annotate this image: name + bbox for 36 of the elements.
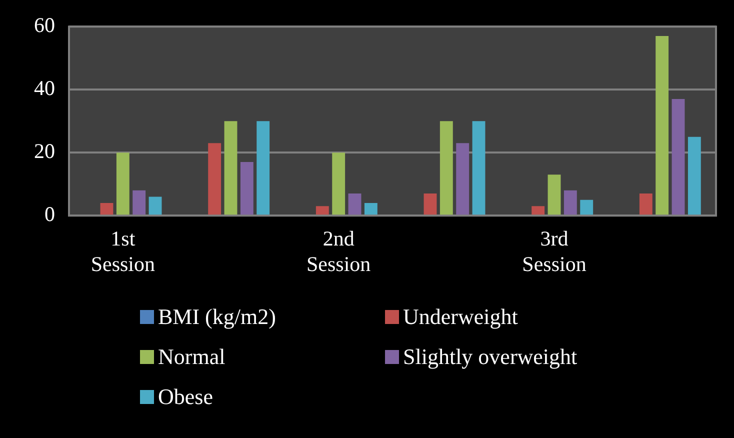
legend-label: BMI (kg/m2) [158, 304, 276, 330]
bar [672, 99, 685, 215]
bar [688, 136, 701, 215]
legend-label: Obese [158, 384, 213, 410]
bar [240, 162, 254, 215]
bar [564, 190, 577, 215]
bar [456, 143, 470, 215]
bar [440, 121, 453, 215]
bar [472, 121, 486, 215]
y-tick-label: 20 [34, 139, 55, 164]
bar [256, 121, 270, 215]
x-tick-label: 3rd Session [522, 226, 587, 276]
bar [364, 203, 378, 215]
bar [348, 194, 362, 215]
bar [332, 152, 346, 215]
bar [656, 36, 669, 215]
legend-label: Slightly overweight [403, 344, 578, 370]
legend-label: Normal [158, 344, 226, 370]
bar [580, 200, 594, 215]
bar [548, 174, 561, 215]
bar [639, 194, 652, 215]
x-tick-label: 1st Session [90, 226, 156, 276]
y-tick-label: 60 [34, 13, 55, 38]
y-tick-label: 0 [44, 202, 55, 226]
bar [148, 196, 162, 215]
y-tick-label: 40 [34, 76, 55, 100]
bar [316, 206, 329, 215]
bar [208, 143, 222, 215]
bar [116, 152, 130, 215]
bar [532, 206, 545, 215]
x-tick-label: 2nd Session [306, 226, 372, 276]
bar [224, 121, 238, 215]
legend-label: Underweight [403, 304, 518, 330]
bar [424, 194, 437, 215]
bar [100, 203, 114, 215]
bar [132, 190, 146, 215]
